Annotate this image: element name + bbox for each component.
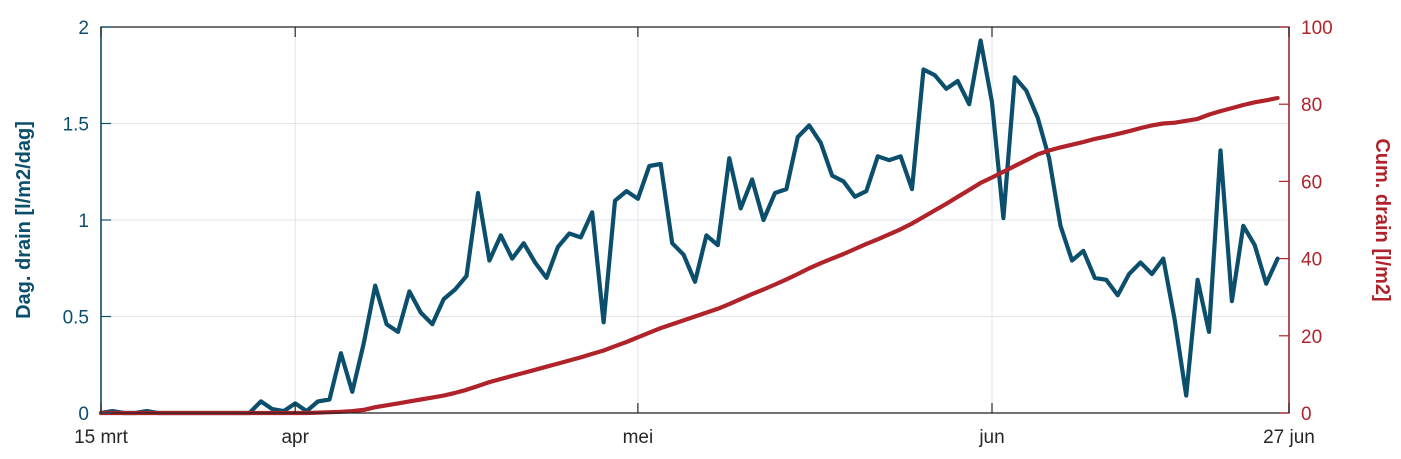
right-y-tick-label: 20 — [1301, 327, 1322, 348]
right-y-tick-label: 40 — [1301, 250, 1322, 271]
x-tick-label: mei — [623, 427, 654, 448]
x-tick-label: 15 mrt — [74, 427, 129, 448]
x-tick-label: 27 jun — [1263, 427, 1315, 448]
left-y-tick-label: 1.5 — [63, 115, 89, 136]
x-tick-label: apr — [281, 427, 309, 448]
right-axis-label: Cum. drain [l/m2] — [1371, 138, 1393, 301]
left-y-tick-label: 0.5 — [63, 308, 89, 329]
right-y-tick-label: 100 — [1301, 18, 1333, 39]
daily-drain-line — [98, 38, 1280, 416]
x-tick-label: jun — [978, 427, 1004, 448]
left-y-tick-label: 1 — [78, 211, 89, 232]
right-y-tick-label: 80 — [1301, 95, 1322, 116]
left-axis-label: Dag. drain [l/m2/dag] — [13, 121, 35, 319]
left-y-tick-label: 2 — [78, 18, 89, 39]
left-y-tick-label: 0 — [78, 404, 89, 425]
right-y-tick-label: 0 — [1301, 404, 1312, 425]
right-y-tick-label: 60 — [1301, 172, 1322, 193]
